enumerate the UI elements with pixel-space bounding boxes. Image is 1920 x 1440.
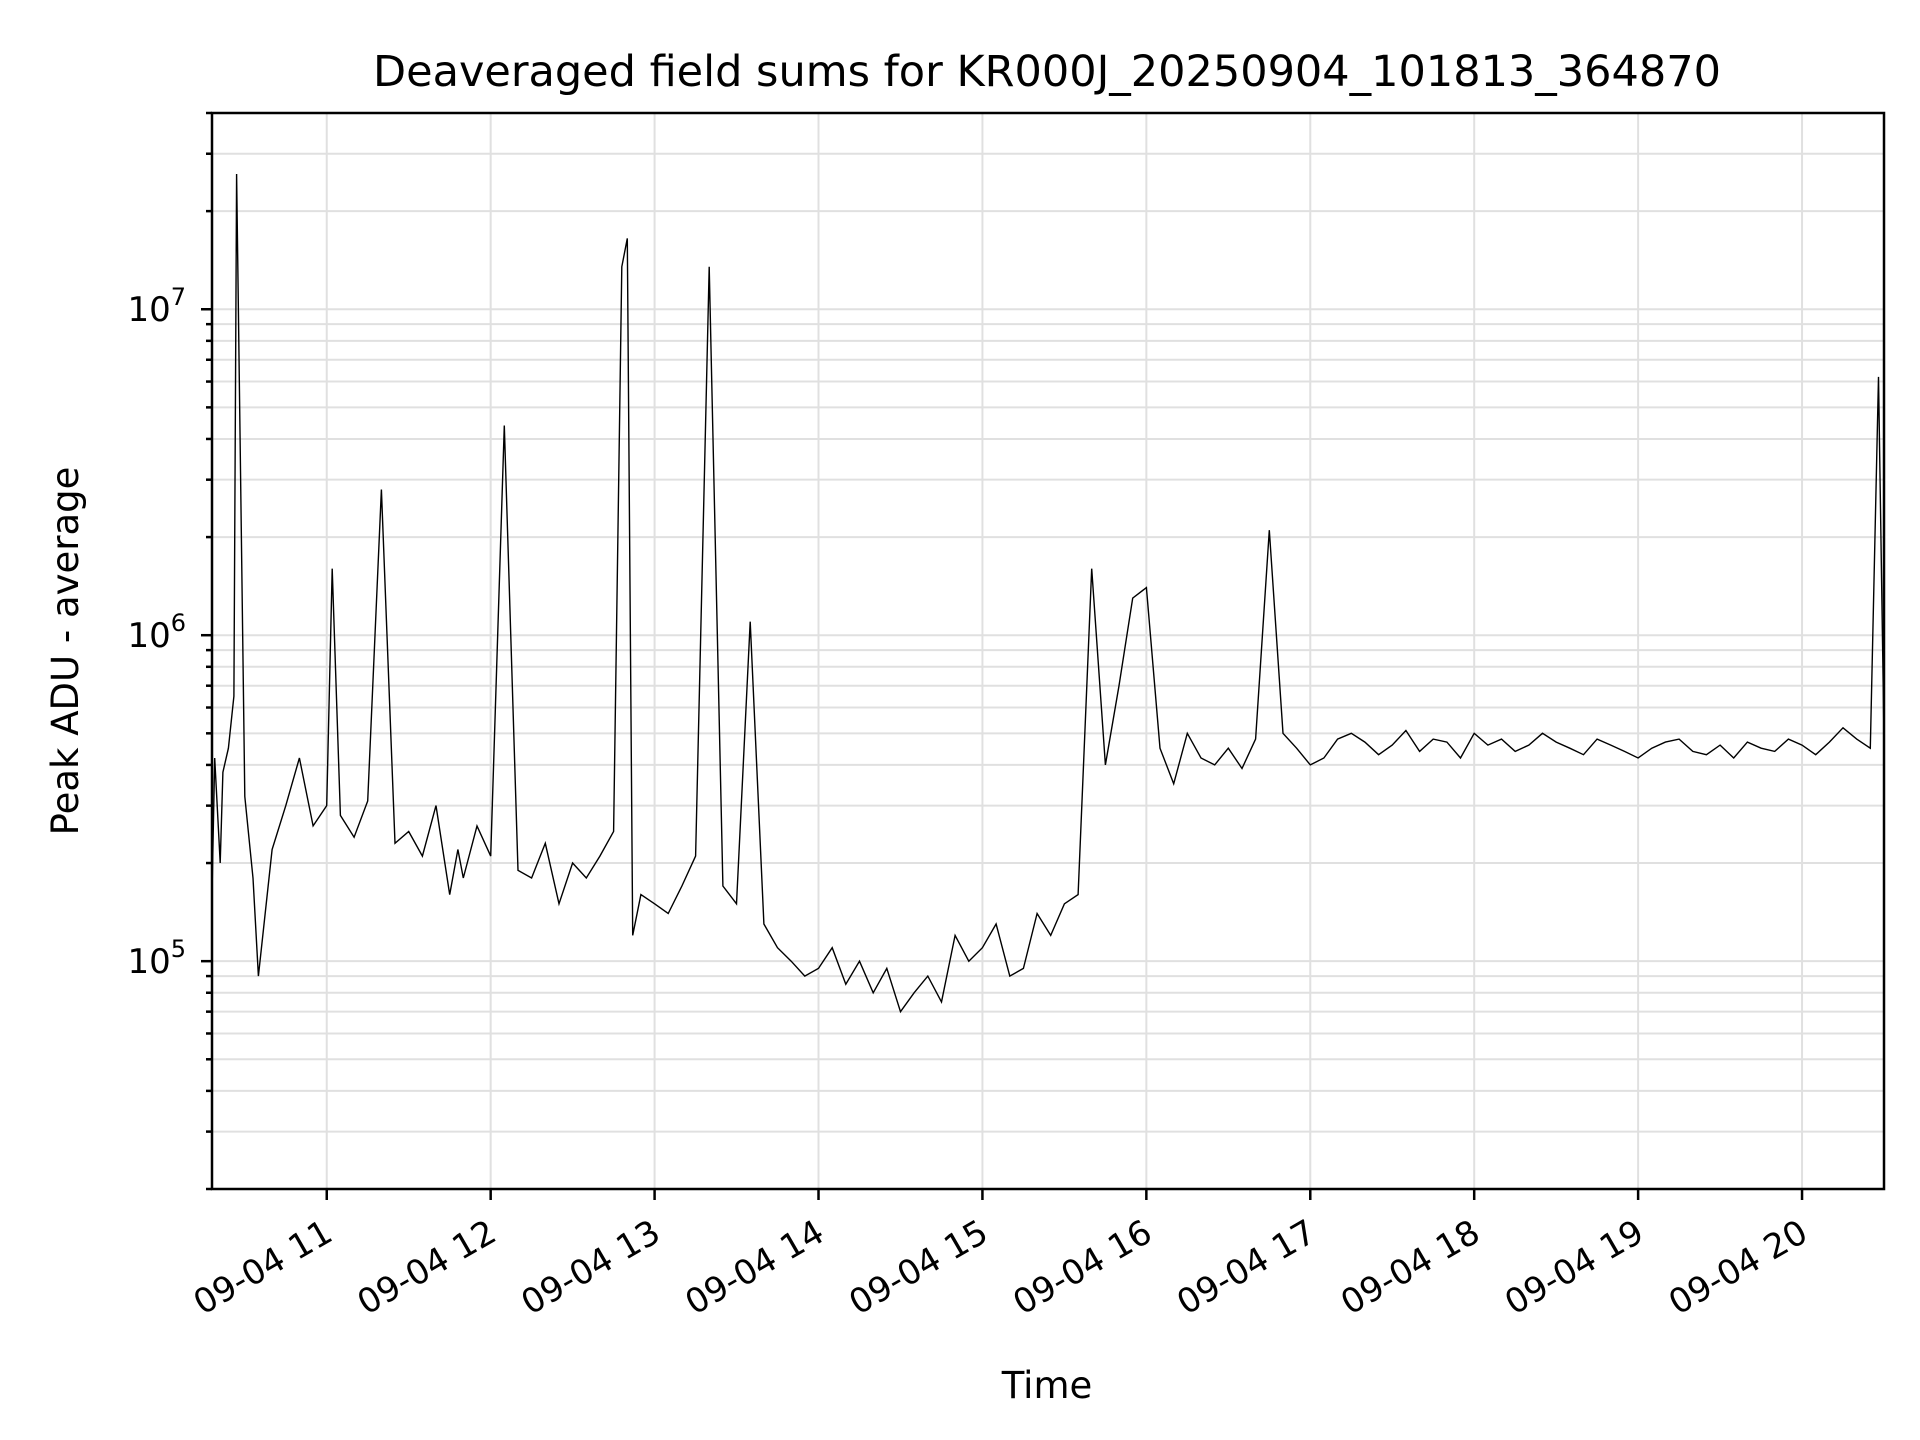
y-axis-title: Peak ADU - average bbox=[44, 467, 87, 836]
x-tick-label: 09-04 11 bbox=[187, 1212, 339, 1323]
x-tick-label: 09-04 18 bbox=[1334, 1212, 1486, 1323]
x-tick-label: 09-04 16 bbox=[1006, 1212, 1158, 1323]
x-tick-label: 09-04 15 bbox=[843, 1212, 995, 1323]
x-tick-label: 09-04 12 bbox=[351, 1212, 503, 1323]
y-tick-label: 106 bbox=[127, 609, 186, 656]
x-tick-label: 09-04 20 bbox=[1662, 1212, 1814, 1323]
x-tick-label: 09-04 17 bbox=[1170, 1212, 1322, 1323]
x-axis-title: Time bbox=[1001, 1364, 1093, 1407]
series-line bbox=[211, 173, 1885, 1014]
y-tick-label: 105 bbox=[127, 935, 186, 982]
x-tick-label: 09-04 13 bbox=[515, 1212, 667, 1323]
grid bbox=[212, 112, 1884, 1190]
y-axis: 105 106 107 bbox=[127, 111, 212, 1191]
x-tick-label: 09-04 19 bbox=[1498, 1212, 1650, 1323]
chart-title: Deaveraged field sums for KR000J_2025090… bbox=[373, 47, 1721, 97]
y-tick-label: 107 bbox=[127, 283, 186, 330]
x-axis: 09-04 11 09-04 12 09-04 13 09-04 14 09-04 15… bbox=[187, 1189, 1815, 1323]
x-tick-label: 09-04 14 bbox=[679, 1212, 831, 1323]
